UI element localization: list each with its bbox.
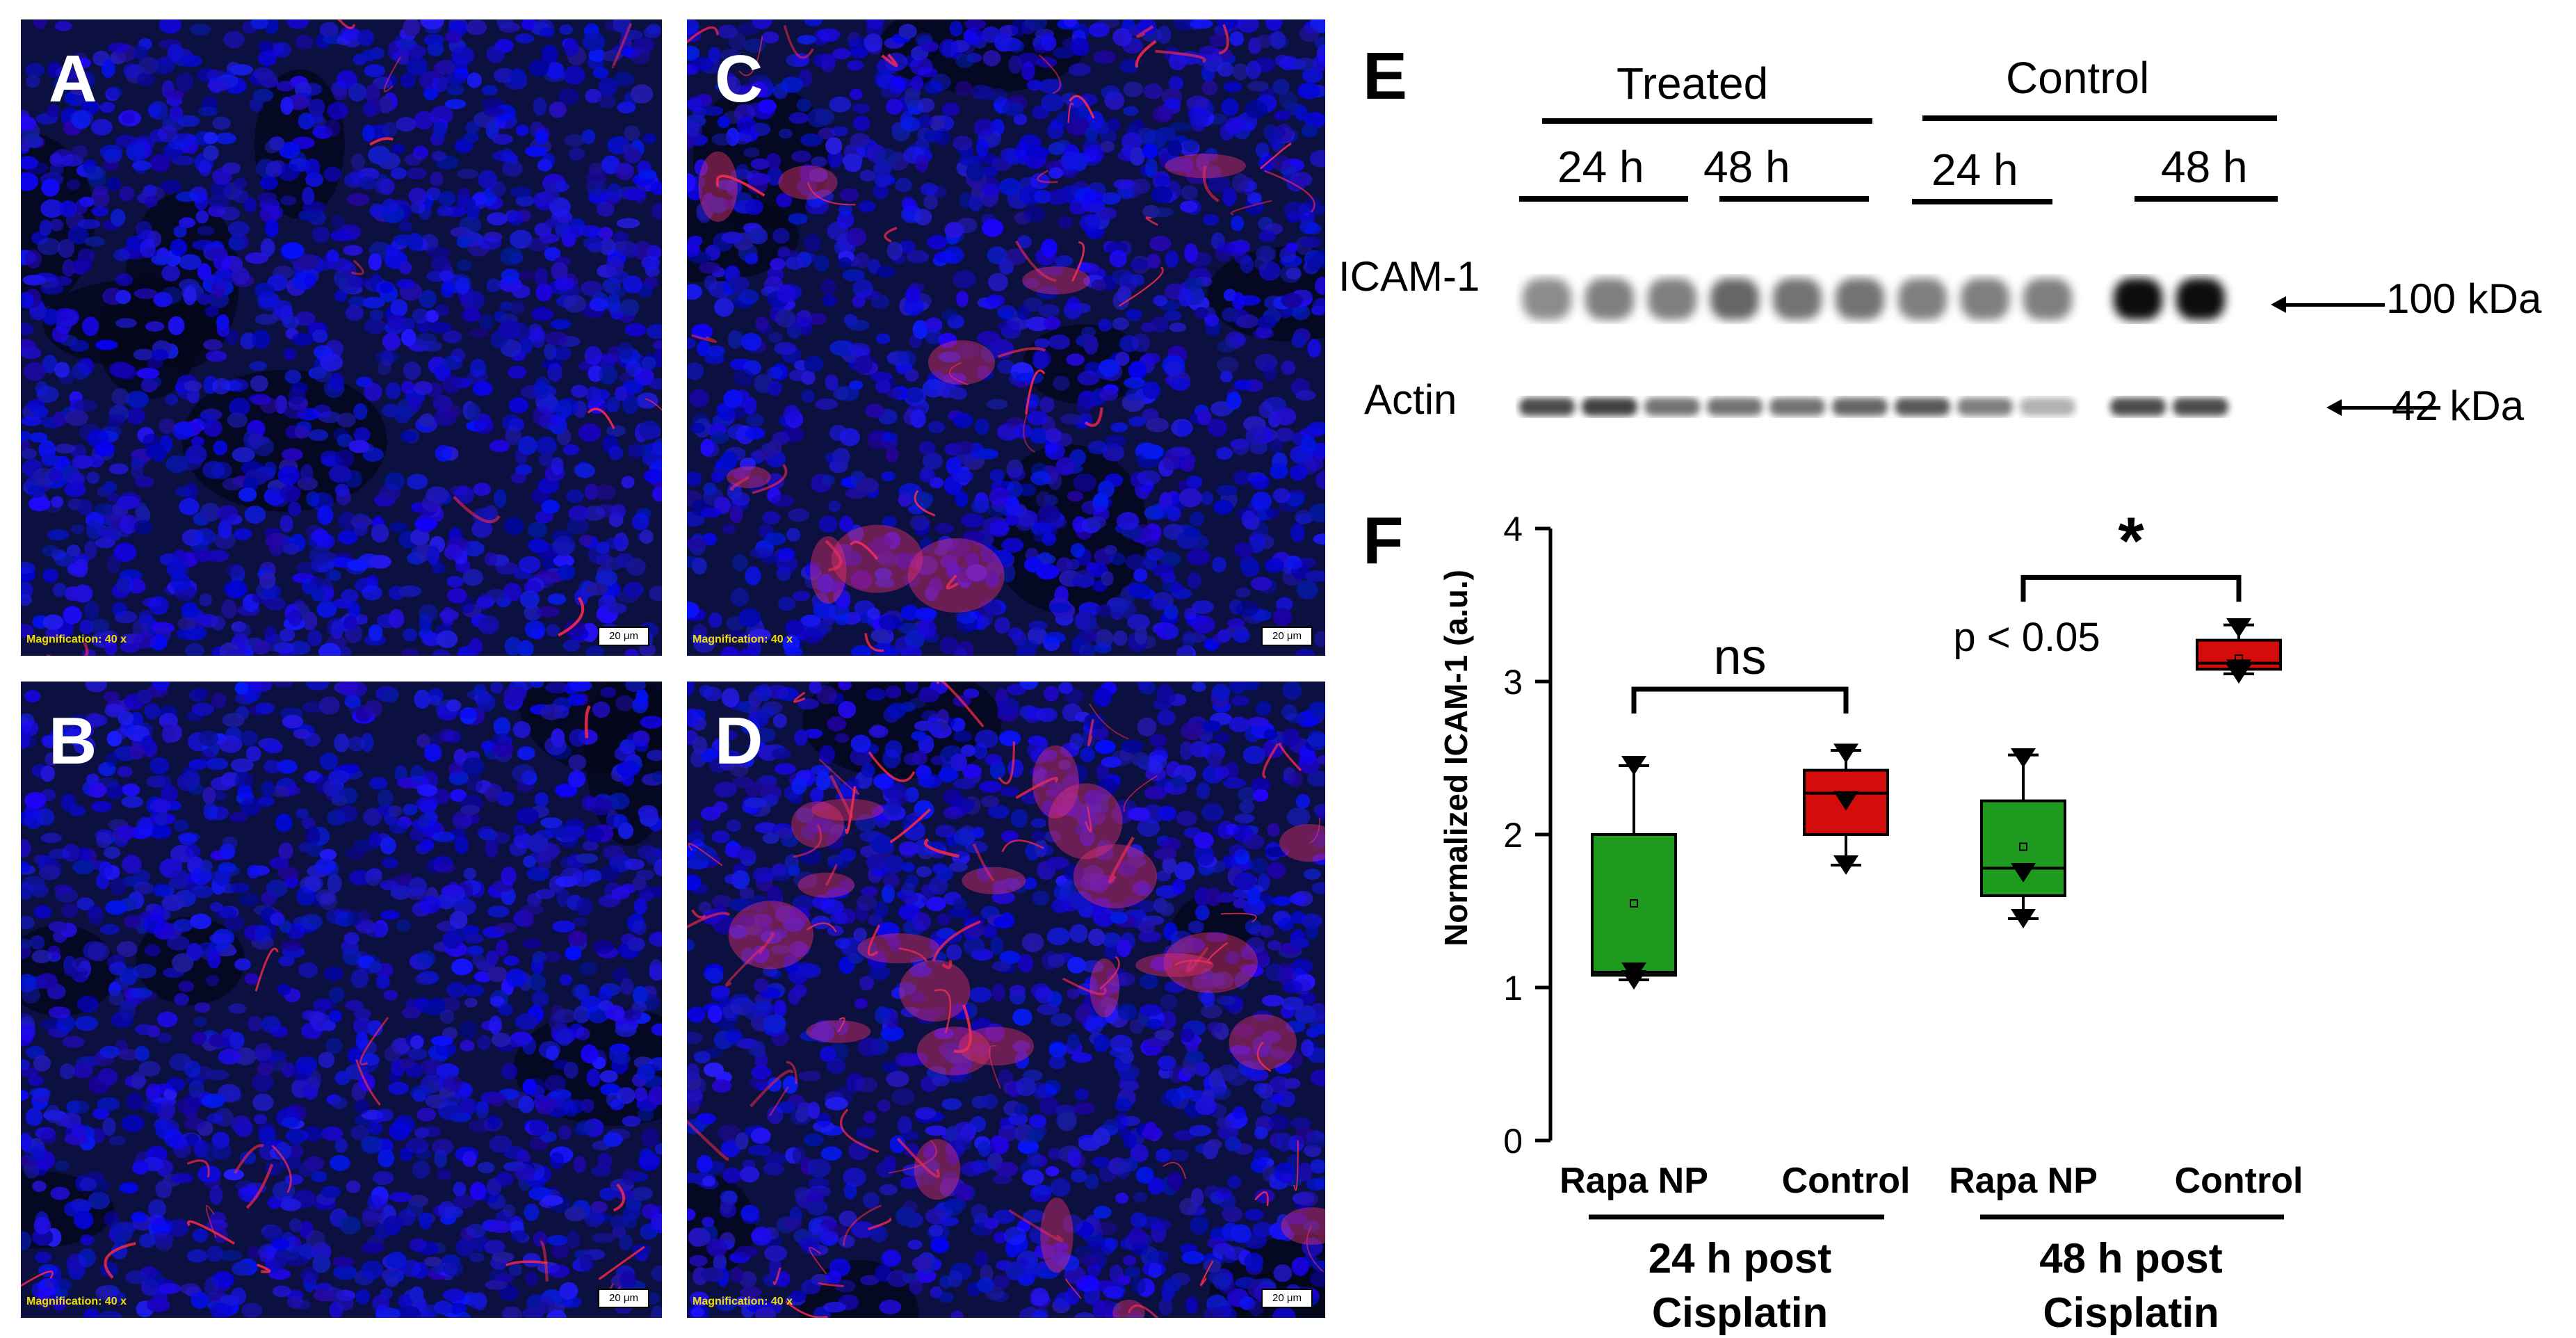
fluorescence-image-a bbox=[21, 19, 662, 656]
x-category-label: Rapa NP bbox=[1560, 1161, 1708, 1201]
micrograph-panel-c: C Magnification: 40 x 20 μm bbox=[687, 19, 1325, 656]
time-label-control-48h: 48 h bbox=[2161, 142, 2248, 192]
box-iqr bbox=[1591, 833, 1677, 977]
row-label-actin: Actin bbox=[1364, 376, 1457, 423]
group-line-treated bbox=[1542, 118, 1872, 124]
time-label-treated-48h: 48 h bbox=[1703, 142, 1790, 192]
blot-membrane bbox=[1516, 236, 2270, 445]
blot-bands bbox=[1519, 278, 2228, 416]
box-2 bbox=[1803, 743, 1889, 875]
data-point bbox=[2226, 659, 2251, 679]
panel-label-f: F bbox=[1363, 503, 1404, 578]
significance-bracket bbox=[2020, 574, 2242, 602]
row-label-icam1: ICAM-1 bbox=[1338, 253, 1480, 300]
marker-label-100kda: 100 kDa bbox=[2386, 275, 2542, 322]
fluorescence-image-d bbox=[687, 682, 1325, 1318]
data-point bbox=[1833, 855, 1858, 875]
arrow-icam1 bbox=[2281, 303, 2385, 307]
box-1 bbox=[1591, 756, 1677, 990]
scale-bar: 20 μm bbox=[1261, 1289, 1313, 1308]
data-point bbox=[2011, 909, 2036, 928]
magnification-label: Magnification: 40 x bbox=[26, 1296, 127, 1307]
magnification-label: Magnification: 40 x bbox=[692, 634, 793, 645]
boxplot-chart: Normalized ICAM-1 (a.u.) 0 1 2 3 4 Rapa NP Co… bbox=[1438, 503, 2303, 1335]
time-label-control-24h: 24 h bbox=[1931, 145, 2018, 195]
group-label-line1: 48 h post bbox=[2039, 1235, 2222, 1282]
time-line-control-48h bbox=[2134, 196, 2278, 202]
x-category-label: Rapa NP bbox=[1949, 1161, 2098, 1201]
y-tick-label: 3 bbox=[1503, 663, 1523, 702]
panel-label-a: A bbox=[49, 42, 97, 116]
scale-bar: 20 μm bbox=[1261, 627, 1313, 646]
box-iqr bbox=[1980, 799, 2066, 897]
magnification-label: Magnification: 40 x bbox=[692, 1296, 793, 1307]
group-label-control: Control bbox=[2006, 53, 2150, 103]
arrowhead-actin bbox=[2326, 399, 2342, 416]
arrowhead-icam1 bbox=[2271, 296, 2286, 313]
ns-label: ns bbox=[1713, 629, 1766, 685]
p-value-label: p < 0.05 bbox=[1953, 615, 2100, 660]
fluorescence-image-c bbox=[687, 19, 1325, 656]
panel-label-c: C bbox=[715, 42, 763, 116]
micrograph-panel-d: D Magnification: 40 x 20 μm bbox=[687, 682, 1325, 1318]
marker-label-42kda: 42 kDa bbox=[2392, 382, 2525, 429]
data-point bbox=[1621, 962, 1646, 982]
time-line-treated-24h bbox=[1519, 196, 1688, 202]
fluorescence-image-b bbox=[21, 682, 662, 1318]
micrograph-panel-b: B Magnification: 40 x 20 μm bbox=[21, 682, 662, 1318]
y-axis: 0 1 2 3 4 bbox=[1503, 510, 1553, 1161]
panel-label-d: D bbox=[715, 704, 763, 778]
y-tick-label: 0 bbox=[1503, 1122, 1523, 1161]
scale-bar: 20 μm bbox=[598, 627, 649, 646]
y-tick-label: 4 bbox=[1503, 510, 1523, 549]
mean-marker bbox=[2019, 842, 2027, 851]
annotations: ns * p < 0.05 bbox=[1631, 503, 2242, 714]
micrograph-panel-a: A Magnification: 40 x 20 μm bbox=[21, 19, 662, 656]
data-point bbox=[2011, 863, 2036, 882]
y-axis-label: Normalized ICAM-1 (a.u.) bbox=[1438, 570, 1474, 946]
group-label-line2: Cisplatin bbox=[2043, 1289, 2219, 1335]
time-label-treated-24h: 24 h bbox=[1557, 142, 1644, 192]
significance-star: * bbox=[2118, 503, 2144, 578]
time-line-treated-48h bbox=[1719, 196, 1869, 202]
data-point bbox=[1621, 756, 1646, 775]
ns-bracket bbox=[1631, 686, 1849, 714]
group-label-line1: 24 h post bbox=[1649, 1235, 1831, 1282]
data-point bbox=[2226, 618, 2251, 638]
group-label-treated: Treated bbox=[1617, 58, 1769, 108]
group-label-line2: Cisplatin bbox=[1652, 1289, 1828, 1335]
magnification-label: Magnification: 40 x bbox=[26, 634, 127, 645]
x-category-label: Control bbox=[1782, 1161, 1911, 1201]
boxes-group bbox=[1591, 618, 2282, 990]
panel-label-e: E bbox=[1363, 39, 1408, 113]
panel-label-b: B bbox=[49, 704, 97, 778]
data-point bbox=[2011, 748, 2036, 768]
time-line-control-24h bbox=[1912, 199, 2052, 204]
box-3 bbox=[1980, 748, 2066, 928]
arrow-actin bbox=[2336, 406, 2440, 410]
group-line-control bbox=[1922, 115, 2277, 121]
data-point bbox=[1833, 743, 1858, 764]
box-4 bbox=[2196, 618, 2282, 684]
x-axis-labels: Rapa NP Control Rapa NP Control 24 h post Cis… bbox=[1560, 1161, 2303, 1335]
scale-bar: 20 μm bbox=[598, 1289, 649, 1308]
x-category-label: Control bbox=[2175, 1161, 2303, 1201]
y-tick-label: 1 bbox=[1503, 969, 1523, 1008]
data-point bbox=[1833, 791, 1858, 811]
y-tick-label: 2 bbox=[1503, 816, 1523, 855]
mean-marker bbox=[1630, 899, 1638, 908]
